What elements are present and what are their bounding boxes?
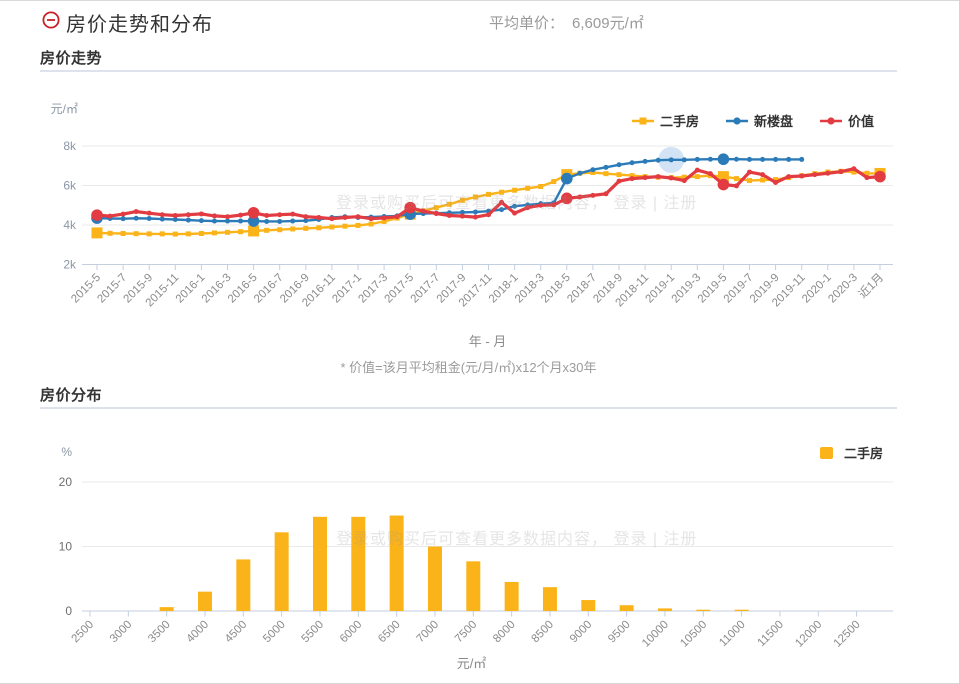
legend-item-2[interactable]: 新楼盘: [726, 111, 793, 130]
svg-text:11500: 11500: [756, 619, 787, 650]
svg-text:10500: 10500: [678, 619, 709, 650]
distribution-bar: [197, 591, 212, 611]
svg-text:4500: 4500: [223, 619, 250, 646]
trend-section-title: 房价走势: [40, 50, 103, 67]
svg-text:12000: 12000: [793, 619, 824, 650]
distribution-bar: [581, 600, 596, 611]
dist-section-divider: [40, 407, 897, 409]
svg-text:6500: 6500: [376, 619, 403, 646]
distribution-bar: [657, 608, 672, 611]
svg-text:2020-3: 2020-3: [826, 272, 860, 306]
distribution-bar: [389, 515, 404, 611]
dist-legend: 二手房: [816, 443, 883, 462]
legend-label: 新楼盘: [754, 114, 794, 129]
legend-item-1[interactable]: 二手房: [632, 111, 699, 130]
trend-legend: 二手房 新楼盘 价值: [632, 111, 874, 130]
average-price-value: 6,609: [572, 15, 610, 32]
svg-text:5000: 5000: [261, 619, 288, 646]
distribution-bar: [351, 516, 366, 611]
svg-text:10000: 10000: [640, 619, 671, 650]
svg-text:4k: 4k: [63, 218, 77, 232]
average-price-label: 平均单价：: [489, 15, 565, 32]
svg-text:6000: 6000: [338, 619, 365, 646]
distribution-bar: [466, 561, 481, 611]
legend-square-icon: [820, 446, 833, 459]
svg-text:11000: 11000: [717, 619, 748, 650]
svg-text:12500: 12500: [832, 619, 863, 650]
average-price: 平均单价： 6,609元/㎡: [489, 12, 644, 33]
legend-label: 二手房: [844, 446, 884, 461]
value-footnote: * 价值=该月平均租金(元/月/㎡)x12个月x30年: [340, 360, 597, 375]
distribution-bar: [504, 581, 519, 611]
legend-item-3[interactable]: 价值: [820, 111, 874, 130]
svg-text:近1月: 近1月: [856, 271, 886, 301]
legend-line-icon: [820, 116, 843, 125]
distribution-bar: [542, 587, 557, 611]
svg-text:7500: 7500: [453, 619, 480, 646]
distribution-bar: [734, 609, 749, 611]
collapse-section-icon[interactable]: [42, 11, 60, 29]
trend-section-divider: [40, 70, 897, 72]
svg-text:10: 10: [59, 540, 73, 554]
page-title: 房价走势和分布: [66, 14, 213, 36]
watermark-trend: 登录或购买后可查看更多数据内容， 登录 | 注册: [336, 195, 698, 212]
legend-item-1[interactable]: 二手房: [816, 443, 883, 462]
legend-label: 价值: [848, 114, 875, 129]
svg-text:4000: 4000: [185, 619, 212, 646]
svg-text:9000: 9000: [568, 619, 595, 646]
svg-text:3000: 3000: [108, 619, 135, 646]
svg-text:8000: 8000: [491, 619, 518, 646]
svg-text:6k: 6k: [63, 179, 77, 193]
svg-text:8500: 8500: [529, 619, 556, 646]
distribution-bar: [312, 516, 327, 611]
distribution-bar: [236, 559, 251, 611]
dist-x-axis-title: 元/㎡: [456, 656, 487, 671]
svg-text:7000: 7000: [415, 619, 442, 646]
svg-text:2500: 2500: [70, 619, 97, 646]
distribution-bar: [696, 609, 711, 611]
legend-line-icon: [726, 116, 749, 125]
legend-label: 二手房: [660, 114, 700, 129]
watermark-dist: 登录或购买后可查看更多数据内容， 登录 | 注册: [336, 531, 698, 548]
distribution-bar: [427, 546, 442, 611]
average-price-unit: 元/㎡: [609, 15, 644, 32]
distribution-bar: [159, 607, 174, 611]
trend-x-axis-title: 年 - 月: [468, 334, 507, 349]
svg-text:3500: 3500: [146, 619, 173, 646]
svg-text:20: 20: [59, 475, 73, 489]
svg-text:%: %: [61, 445, 72, 459]
svg-text:5500: 5500: [300, 619, 327, 646]
svg-text:9500: 9500: [606, 619, 633, 646]
legend-line-icon: [632, 117, 654, 124]
distribution-bar: [274, 532, 289, 611]
svg-text:0: 0: [65, 604, 72, 618]
dist-section-title: 房价分布: [40, 387, 103, 404]
svg-text:8k: 8k: [63, 139, 77, 153]
svg-text:2k: 2k: [63, 258, 77, 272]
distribution-bar: [619, 605, 634, 611]
svg-text:元/㎡: 元/㎡: [51, 102, 78, 116]
